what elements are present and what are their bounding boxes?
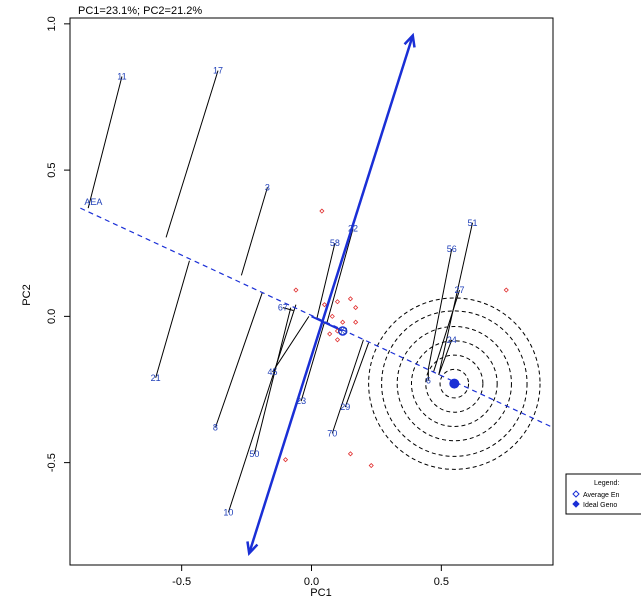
genotype-label: 21 [151, 373, 161, 383]
y-tick-label: 0.5 [46, 162, 58, 177]
environment-point [340, 319, 346, 325]
genotype-label: 45 [268, 367, 278, 377]
genotype-label: 24 [447, 335, 457, 345]
projection-line [427, 248, 453, 370]
ordinate-arrowhead-top [403, 32, 416, 48]
ideal-geno-legend-symbol [572, 500, 580, 508]
genotype-label: 70 [327, 428, 337, 438]
environment-point [334, 328, 341, 334]
projection-line [240, 187, 268, 276]
projection-line [272, 316, 310, 373]
x-tick-label: 0.0 [304, 576, 319, 588]
plot-frame [69, 17, 554, 566]
projection-line [214, 292, 263, 428]
concentric-circle [396, 326, 512, 442]
projection-line [438, 222, 473, 375]
genotype-label: 58 [330, 238, 340, 248]
genotype-label: 8 [213, 423, 218, 433]
ordinate-arrowhead-bottom [246, 541, 259, 557]
environment-point [293, 287, 299, 293]
aea-label: AEA [84, 197, 102, 207]
genotype-label: 23 [296, 396, 306, 406]
genotype-label: 67 [278, 303, 288, 313]
environment-point [347, 451, 354, 457]
genotype-label: 50 [249, 449, 259, 459]
projection-line [253, 307, 292, 454]
environment-point [334, 337, 341, 343]
projection-line [300, 322, 325, 402]
projection-line [316, 243, 336, 320]
environment-point [353, 319, 359, 325]
genotype-label: 29 [340, 402, 350, 412]
y-axis-label: PC2 [21, 284, 33, 305]
projection-line [87, 76, 123, 209]
legend-item-average-env: Average En [583, 492, 620, 499]
environment-point [329, 313, 335, 319]
genotype-label: 3 [265, 183, 270, 193]
ideal-genotype-point [449, 378, 460, 389]
average-env-marker [337, 326, 348, 336]
genotype-label: 6 [426, 376, 431, 386]
legend: Legend: Average En Ideal Geno [565, 473, 641, 515]
projection-line [344, 342, 370, 408]
environment-point [503, 287, 509, 293]
genotype-label: 51 [467, 218, 477, 228]
projection-line [165, 70, 219, 238]
genotype-label: 63 [338, 326, 348, 336]
genotype-label: 17 [213, 66, 223, 76]
genotype-label: 56 [447, 244, 457, 254]
concentric-circle [425, 354, 484, 413]
environment-point [353, 305, 359, 311]
environment-point [321, 302, 328, 308]
chart-title: PC1=23.1%; PC2=21.2% [78, 5, 202, 17]
concentric-circle [368, 297, 541, 470]
concentric-circle [381, 310, 528, 457]
legend-item-ideal-geno: Ideal Geno [583, 502, 617, 509]
projection-line [438, 339, 453, 376]
y-tick-label: 1.0 [46, 16, 58, 31]
axis-ticks: -0.5 0.0 0.5 -0.5 0.0 0.5 1.0 [46, 16, 449, 588]
aea-axis-line [80, 207, 553, 429]
genotype-label: 10 [223, 507, 233, 517]
projection-line [227, 304, 297, 513]
concentric-circle [410, 340, 498, 427]
environment-point [282, 457, 289, 463]
genotype-label: 22 [348, 224, 358, 234]
average-env-legend-symbol [572, 490, 580, 498]
genotype-label: 11 [117, 72, 126, 82]
concentric-circle [439, 368, 470, 399]
legend-title: Legend: [594, 480, 619, 487]
y-tick-label: -0.5 [46, 453, 58, 472]
projection-line [282, 307, 294, 311]
plot-area: AEA 11 17 3 21 8 10 50 45 67 23 58 22 63 70 29 51 56 27 24 6 [80, 32, 553, 557]
projection-line [326, 228, 354, 323]
x-axis-label: PC1 [310, 587, 331, 599]
x-tick-label: -0.5 [172, 576, 191, 588]
y-tick-label: 0.0 [46, 309, 58, 324]
x-tick-label: 0.5 [434, 576, 449, 588]
projection-line [433, 289, 460, 373]
genotype-label: 27 [455, 285, 465, 295]
environment-point [368, 462, 374, 469]
projection-line [331, 339, 364, 434]
environment-point [327, 331, 333, 337]
environment-point [334, 299, 341, 305]
environment-point [347, 296, 354, 302]
projection-line [155, 260, 190, 378]
environment-point [319, 208, 325, 214]
ordinate-axis-line [247, 35, 414, 554]
